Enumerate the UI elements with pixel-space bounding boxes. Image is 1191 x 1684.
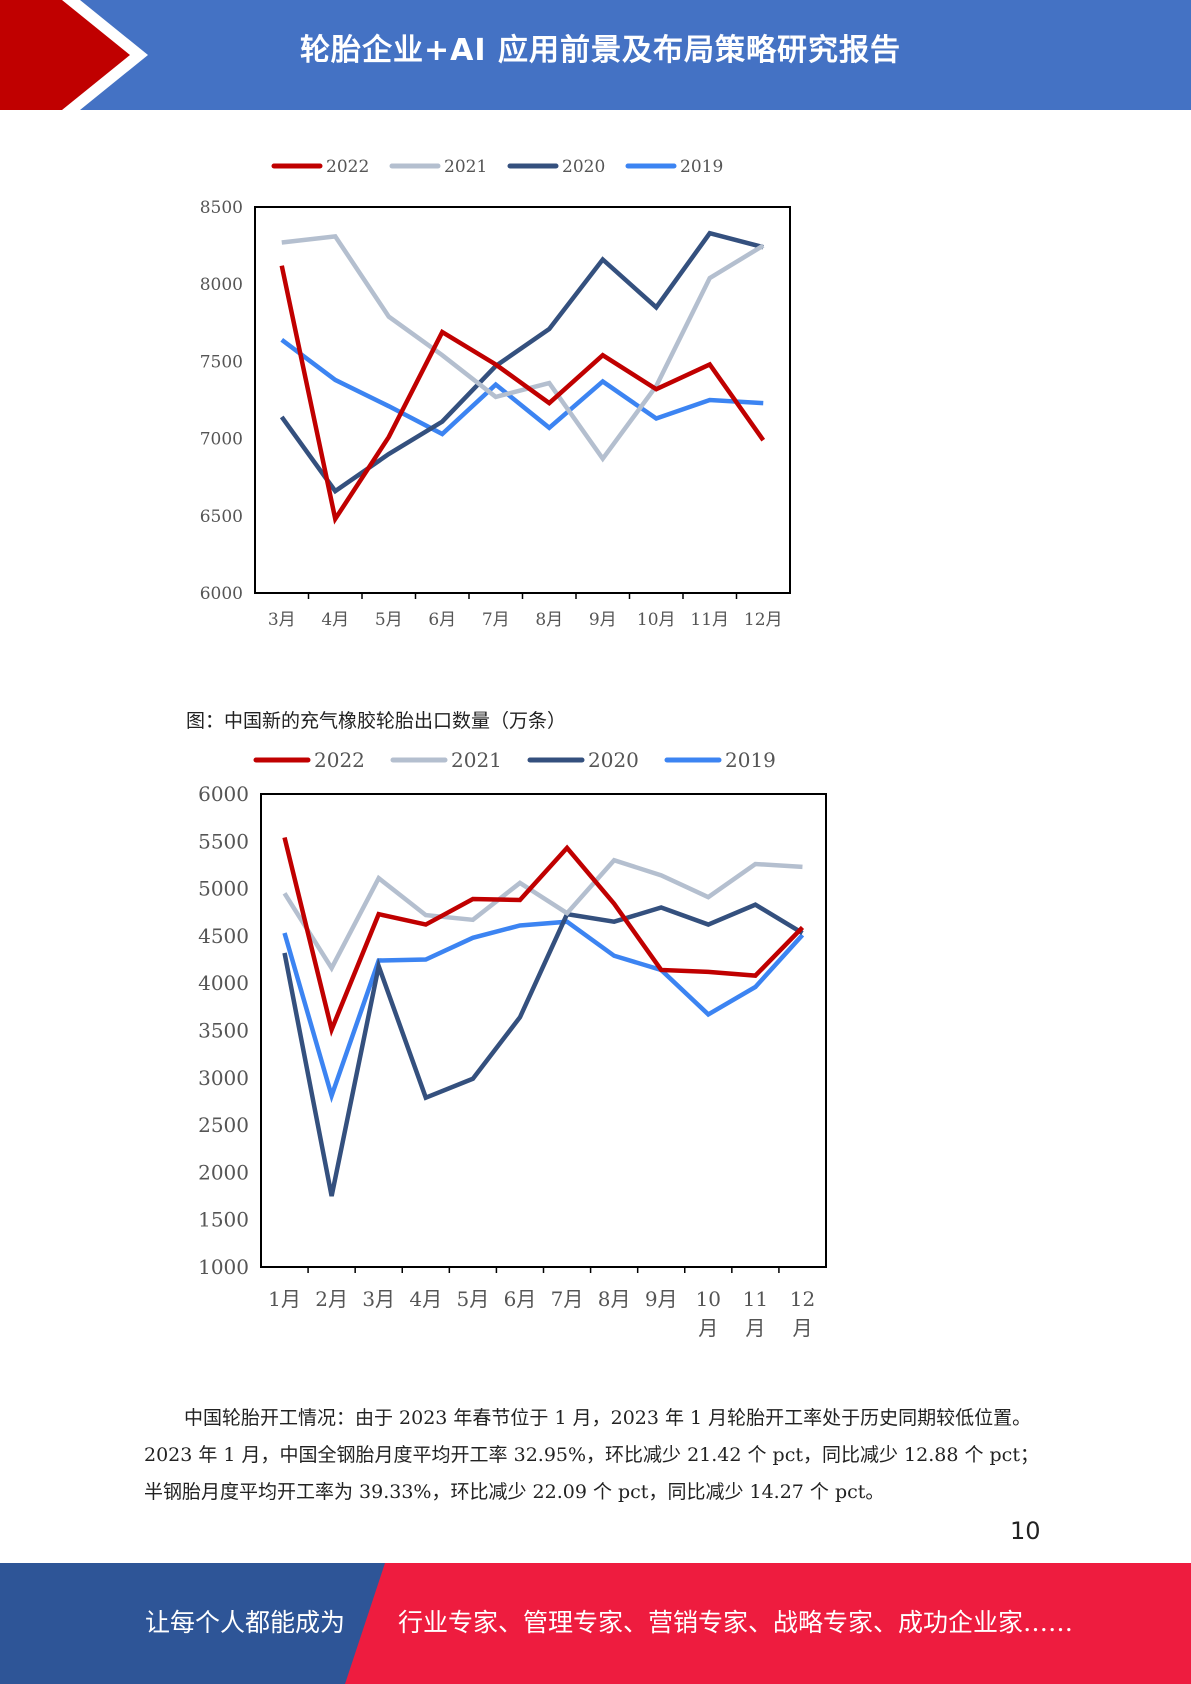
y-tick-label: 4000: [198, 971, 249, 995]
chart-caption: 图：中国新的充气橡胶轮胎出口数量（万条）: [186, 710, 567, 732]
footer-slant-shape: [0, 1563, 385, 1684]
y-tick-label: 1500: [198, 1208, 249, 1232]
x-tick-label: 2月: [315, 1287, 348, 1311]
series-line-2022: [279, 265, 766, 525]
legend-label: 2021: [444, 157, 487, 177]
y-tick-label: 5500: [198, 829, 249, 853]
y-tick-label: 7000: [200, 430, 243, 450]
x-tick-label: 7月: [482, 610, 510, 630]
x-tick-label: 9月: [645, 1287, 678, 1311]
series-line-2020: [279, 230, 764, 495]
y-tick-label: 3500: [198, 1019, 249, 1043]
x-tick-label: 6月: [428, 610, 456, 630]
y-tick-label: 6000: [198, 782, 249, 806]
legend-label: 2020: [562, 157, 605, 177]
series-line-2019: [282, 919, 805, 1104]
x-tick-label: 10月: [637, 610, 676, 630]
legend-label: 2022: [314, 748, 365, 772]
series-line-2021: [281, 233, 765, 463]
x-tick-label: 6月: [504, 1287, 537, 1311]
legend-label: 2022: [326, 157, 369, 177]
x-tick-label: 4月: [321, 610, 349, 630]
y-tick-label: 2000: [198, 1160, 249, 1184]
x-tick-label: 7月: [551, 1287, 584, 1311]
x-tick-label: 3月: [268, 610, 296, 630]
series-line-2022: [282, 836, 805, 1037]
y-tick-label: 8000: [200, 275, 243, 295]
x-tick-label: 4月: [409, 1287, 442, 1311]
y-tick-label: 1000: [198, 1255, 249, 1279]
footer-slogan-left: 让每个人都能成为: [145, 1608, 346, 1637]
report-title: 轮胎企业+AI 应用前景及布局策略研究报告: [300, 33, 901, 68]
x-tick-label: 9月: [589, 610, 617, 630]
plot-area-frame: [260, 793, 827, 1268]
legend-label: 2021: [451, 748, 502, 772]
y-tick-label: 5000: [198, 877, 249, 901]
legend-label: 2020: [588, 748, 639, 772]
body-paragraph: 中国轮胎开工情况：由于 2023 年春节位于 1 月，2023 年 1 月轮胎开…: [144, 1400, 1044, 1511]
legend-label: 2019: [725, 748, 776, 772]
y-tick-label: 8500: [200, 198, 243, 218]
legend-label: 2019: [680, 157, 723, 177]
y-tick-label: 4500: [198, 924, 249, 948]
header-chevron-icon: [0, 0, 148, 110]
footer-slogan-right: 行业专家、管理专家、营销专家、战略专家、成功企业家……: [398, 1608, 1074, 1637]
x-tick-label: 11月: [690, 610, 729, 630]
series-line-2020: [282, 902, 804, 1197]
chart-tire-exports: 2022 2021 2020 2019 1000 1500 2000 2500 3000 3500…: [198, 748, 827, 1340]
chart-tire-production: 2022 2021 2020 2019 6000 6500 7000 7500 8000 8500…: [200, 157, 791, 630]
chart-legend: 2022 2021 2020 2019: [271, 157, 723, 177]
y-tick-label: 2500: [198, 1113, 249, 1137]
x-tick-label: 3月: [362, 1287, 395, 1311]
series-line-2019: [280, 337, 764, 437]
page-number: 10: [1010, 1517, 1041, 1545]
chart-legend: 2022 2021 2020 2019: [253, 748, 776, 772]
y-tick-label: 6000: [200, 584, 243, 604]
page-header: 轮胎企业+AI 应用前景及布局策略研究报告: [0, 0, 1191, 110]
x-tick-label: 8月: [598, 1287, 631, 1311]
x-tick-label: 8月: [535, 610, 563, 630]
y-tick-label: 7500: [200, 352, 243, 372]
y-tick-label: 3000: [198, 1066, 249, 1090]
y-tick-label: 6500: [200, 507, 243, 527]
x-tick-label: 5月: [457, 1287, 490, 1311]
body-paragraph-text: 中国轮胎开工情况：由于 2023 年春节位于 1 月，2023 年 1 月轮胎开…: [144, 1407, 1039, 1503]
x-tick-label: 12月: [744, 610, 783, 630]
x-tick-label: 1月: [268, 1287, 301, 1311]
x-tick-label: 5月: [375, 610, 403, 630]
series-line-2021: [282, 857, 803, 973]
page-footer: 让每个人都能成为 行业专家、管理专家、营销专家、战略专家、成功企业家……: [0, 1563, 1191, 1684]
